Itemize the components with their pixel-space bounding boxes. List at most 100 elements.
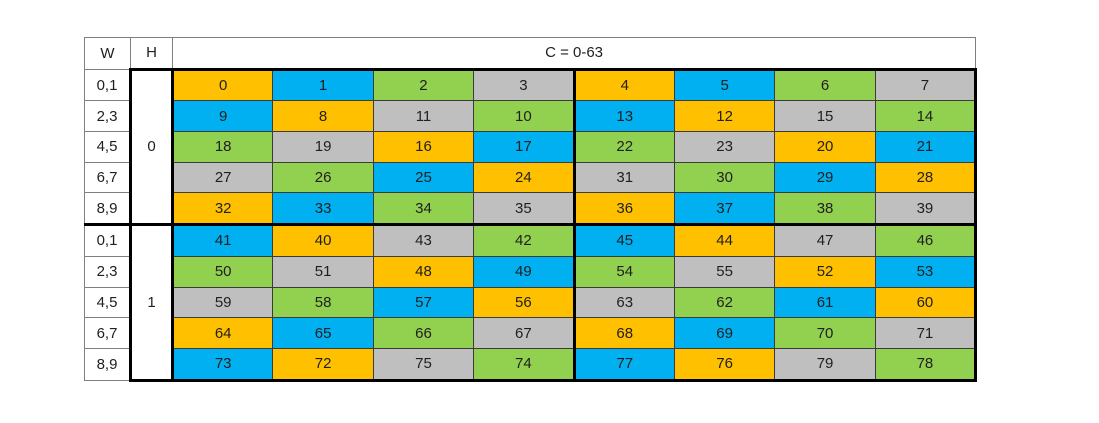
c-value-cell: 43 <box>372 223 475 257</box>
c-value-cell: 72 <box>272 347 374 382</box>
c-value-cell: 25 <box>372 161 475 194</box>
c-value-cell: 6 <box>774 67 876 102</box>
c-value-cell: 18 <box>170 131 274 163</box>
c-value-cell: 63 <box>572 286 675 319</box>
table-row: 4,5 18 19 16 17 22 23 20 21 <box>84 131 978 163</box>
c-value-cell: 79 <box>774 347 876 382</box>
c-value-cell: 4 <box>572 67 675 102</box>
c-value-cell: 21 <box>874 131 978 163</box>
c-value-cell: 37 <box>673 192 776 227</box>
h-value: 1 <box>129 223 174 382</box>
pixel-map-table: W H C = 0-63 0,1 0 0 1 2 3 4 5 6 7 2,3 9 8 11 10 13 12 15… <box>84 37 978 382</box>
w-label: 0,1 <box>84 68 131 102</box>
c-value-cell: 50 <box>170 255 274 288</box>
c-value-cell: 75 <box>372 347 475 382</box>
c-value-cell: 0 <box>170 67 274 102</box>
c-value-cell: 9 <box>170 100 274 133</box>
c-value-cell: 38 <box>774 192 876 227</box>
c-value-cell: 51 <box>272 255 374 288</box>
c-value-cell: 29 <box>774 161 876 194</box>
w-label: 2,3 <box>84 100 131 133</box>
c-value-cell: 30 <box>673 161 776 194</box>
c-value-cell: 1 <box>272 67 374 102</box>
c-value-cell: 47 <box>774 223 876 257</box>
c-value-cell: 62 <box>673 286 776 319</box>
c-range-header: C = 0-63 <box>171 37 977 70</box>
table-row: 4,5 59 58 57 56 63 62 61 60 <box>84 286 978 319</box>
c-value-cell: 66 <box>372 317 475 349</box>
c-value-cell: 28 <box>874 161 978 194</box>
c-value-cell: 24 <box>473 161 575 194</box>
table-row: 6,7 64 65 66 67 68 69 70 71 <box>84 317 978 349</box>
c-value-cell: 55 <box>673 255 776 288</box>
c-value-cell: 27 <box>170 161 274 194</box>
w-column-header: W <box>84 37 131 70</box>
c-value-cell: 68 <box>572 317 675 349</box>
w-label: 2,3 <box>84 255 131 288</box>
c-value-cell: 58 <box>272 286 374 319</box>
c-value-cell: 39 <box>874 192 978 227</box>
c-value-cell: 44 <box>673 223 776 257</box>
c-value-cell: 41 <box>170 223 274 257</box>
w-label: 6,7 <box>84 317 131 349</box>
c-value-cell: 60 <box>874 286 978 319</box>
table-row: 0,1 0 0 1 2 3 4 5 6 7 <box>84 67 978 227</box>
c-value-cell: 19 <box>272 131 374 163</box>
w-label: 6,7 <box>84 161 131 194</box>
c-value-cell: 42 <box>473 223 575 257</box>
table-row: 6,7 27 26 25 24 31 30 29 28 <box>84 161 978 194</box>
table-row: 2,3 9 8 11 10 13 12 15 14 <box>84 100 978 133</box>
c-value-cell: 40 <box>272 223 374 257</box>
c-value-cell: 74 <box>473 347 575 382</box>
table-row: 0,1 1 41 40 43 42 45 44 47 46 <box>84 223 978 382</box>
c-value-cell: 71 <box>874 317 978 349</box>
c-value-cell: 57 <box>372 286 475 319</box>
c-value-cell: 22 <box>572 131 675 163</box>
c-value-cell: 45 <box>572 223 675 257</box>
h-column-header: H <box>130 37 173 70</box>
w-label: 8,9 <box>84 192 131 227</box>
c-value-cell: 56 <box>473 286 575 319</box>
c-value-cell: 69 <box>673 317 776 349</box>
c-value-cell: 64 <box>170 317 274 349</box>
c-value-cell: 70 <box>774 317 876 349</box>
c-value-cell: 26 <box>272 161 374 194</box>
c-value-cell: 16 <box>372 131 475 163</box>
c-value-cell: 77 <box>572 347 675 382</box>
c-value-cell: 78 <box>874 347 978 382</box>
c-value-cell: 52 <box>774 255 876 288</box>
c-value-cell: 35 <box>473 192 575 227</box>
c-value-cell: 13 <box>572 100 675 133</box>
h-value: 0 <box>129 67 174 227</box>
c-value-cell: 2 <box>372 67 475 102</box>
c-value-cell: 73 <box>170 347 274 382</box>
c-value-cell: 48 <box>372 255 475 288</box>
c-value-cell: 34 <box>372 192 475 227</box>
c-value-cell: 65 <box>272 317 374 349</box>
c-value-cell: 46 <box>874 223 978 257</box>
header-row: W H C = 0-63 <box>84 37 977 70</box>
table-row: 8,9 32 33 34 35 36 37 38 39 <box>84 192 978 227</box>
w-label: 4,5 <box>84 131 131 163</box>
c-value-cell: 14 <box>874 100 978 133</box>
c-value-cell: 12 <box>673 100 776 133</box>
c-value-cell: 59 <box>170 286 274 319</box>
c-value-cell: 17 <box>473 131 575 163</box>
c-value-cell: 33 <box>272 192 374 227</box>
c-value-cell: 5 <box>673 67 776 102</box>
c-value-cell: 8 <box>272 100 374 133</box>
c-value-cell: 76 <box>673 347 776 382</box>
table-row: 2,3 50 51 48 49 54 55 52 53 <box>84 255 978 288</box>
c-value-cell: 7 <box>874 67 978 102</box>
table-body: 0,1 0 0 1 2 3 4 5 6 7 2,3 9 8 11 10 13 12 15 14 4,5 18 19 16 17… <box>84 67 978 382</box>
table-row: 8,9 73 72 75 74 77 76 79 78 <box>84 347 978 382</box>
c-value-cell: 15 <box>774 100 876 133</box>
c-value-cell: 3 <box>473 67 575 102</box>
c-value-cell: 10 <box>473 100 575 133</box>
c-value-cell: 32 <box>170 192 274 227</box>
c-value-cell: 49 <box>473 255 575 288</box>
c-value-cell: 53 <box>874 255 978 288</box>
c-value-cell: 23 <box>673 131 776 163</box>
c-value-cell: 31 <box>572 161 675 194</box>
